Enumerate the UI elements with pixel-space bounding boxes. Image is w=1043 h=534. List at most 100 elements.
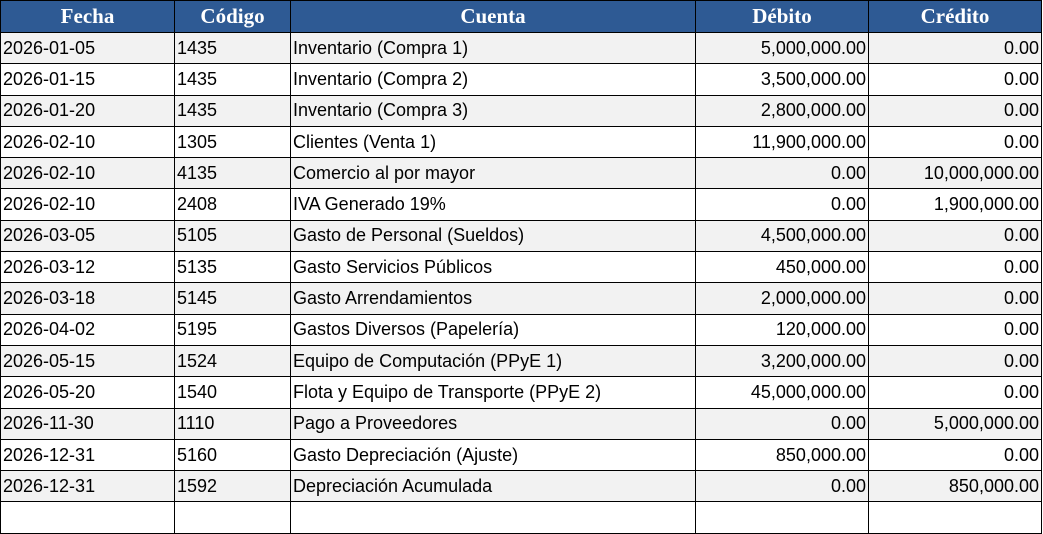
table-cell: 11,900,000.00 — [695, 125, 869, 159]
table-cell: 0.00 — [695, 188, 869, 221]
table-cell: 5135 — [174, 251, 291, 284]
header-cell: Cuenta — [290, 0, 696, 33]
table-cell: 0.00 — [868, 251, 1042, 284]
empty-cell — [174, 501, 291, 534]
table-cell: 2,000,000.00 — [695, 282, 869, 315]
table-cell: 3,500,000.00 — [695, 63, 869, 96]
table-cell: 2026-04-02 — [0, 313, 175, 346]
header-cell: Débito — [695, 0, 869, 33]
header-cell: Código — [174, 0, 291, 33]
table-cell: Pago a Proveedores — [290, 407, 696, 440]
table-row: 2026-11-30 1110 Pago a Proveedores 0.00 5,00… — [0, 407, 1042, 440]
table-cell: Inventario (Compra 2) — [290, 63, 696, 96]
table-row: 2026-02-10 2408 IVA Generado 19% 0.00 1,900,… — [0, 188, 1042, 221]
table-row: 2026-05-15 1524 Equipo de Computación (PPy… — [0, 344, 1042, 378]
table-cell: 0.00 — [868, 313, 1042, 346]
table-cell: 2,800,000.00 — [695, 94, 869, 127]
table-cell: 1110 — [174, 407, 291, 440]
table-cell: 0.00 — [695, 407, 869, 440]
table-cell: 1435 — [174, 94, 291, 127]
table-cell: 2026-03-05 — [0, 219, 175, 253]
table-cell: 0.00 — [695, 157, 869, 190]
table-cell: 5195 — [174, 313, 291, 346]
table-cell: 4135 — [174, 157, 291, 190]
table-cell: 1435 — [174, 31, 291, 65]
table-cell: 2026-02-10 — [0, 157, 175, 190]
table-cell: 1592 — [174, 470, 291, 503]
table-cell: 2026-05-20 — [0, 376, 175, 409]
table-cell: 450,000.00 — [695, 251, 869, 284]
table-cell: 0.00 — [868, 376, 1042, 409]
table-cell: 0.00 — [868, 344, 1042, 378]
table-row: 2026-01-20 1435 Inventario (Compra 3) 2,800… — [0, 94, 1042, 127]
header-cell: Fecha — [0, 0, 175, 33]
table-cell: 2026-01-20 — [0, 94, 175, 127]
table-cell: Inventario (Compra 3) — [290, 94, 696, 127]
table-cell: 2026-05-15 — [0, 344, 175, 378]
table-cell: 0.00 — [868, 63, 1042, 96]
table-cell: 45,000,000.00 — [695, 376, 869, 409]
table-cell: 1435 — [174, 63, 291, 96]
table-row: 2026-03-18 5145 Gasto Arrendamientos 2,000,… — [0, 282, 1042, 315]
table-row: 2026-03-05 5105 Gasto de Personal (Sueldos… — [0, 219, 1042, 253]
table-cell: 850,000.00 — [868, 470, 1042, 503]
table-cell: 2408 — [174, 188, 291, 221]
table-cell: 0.00 — [868, 282, 1042, 315]
table-cell: Gasto de Personal (Sueldos) — [290, 219, 696, 253]
table-cell: 2026-02-10 — [0, 125, 175, 159]
table-cell: 5,000,000.00 — [868, 407, 1042, 440]
table-cell: 120,000.00 — [695, 313, 869, 346]
empty-cell — [0, 501, 175, 534]
table-cell: Depreciación Acumulada — [290, 470, 696, 503]
header-cell: Crédito — [868, 0, 1042, 33]
table-cell: 4,500,000.00 — [695, 219, 869, 253]
table-cell: 2026-03-18 — [0, 282, 175, 315]
table-cell: 1,900,000.00 — [868, 188, 1042, 221]
table-cell: 1305 — [174, 125, 291, 159]
empty-row — [0, 501, 1042, 534]
table-cell: 2026-01-15 — [0, 63, 175, 96]
table-cell: 3,200,000.00 — [695, 344, 869, 378]
table-cell: Gasto Servicios Públicos — [290, 251, 696, 284]
header-row: Fecha Código Cuenta Débito Crédito — [0, 0, 1042, 33]
table-row: 2026-12-31 1592 Depreciación Acumulada 0.00… — [0, 470, 1042, 503]
table-row: 2026-01-05 1435 Inventario (Compra 1) 5,000… — [0, 31, 1042, 65]
table-cell: Gasto Depreciación (Ajuste) — [290, 438, 696, 472]
table-cell: 2026-12-31 — [0, 438, 175, 472]
table-cell: 0.00 — [695, 470, 869, 503]
table-row: 2026-01-15 1435 Inventario (Compra 2) 3,500… — [0, 63, 1042, 96]
table-cell: Flota y Equipo de Transporte (PPyE 2) — [290, 376, 696, 409]
table-cell: Gastos Diversos (Papelería) — [290, 313, 696, 346]
table-cell: 10,000,000.00 — [868, 157, 1042, 190]
table-row: 2026-03-12 5135 Gasto Servicios Públicos 45… — [0, 251, 1042, 284]
table-cell: Equipo de Computación (PPyE 1) — [290, 344, 696, 378]
table-cell: 0.00 — [868, 219, 1042, 253]
table-cell: Inventario (Compra 1) — [290, 31, 696, 65]
table-cell: 0.00 — [868, 31, 1042, 65]
table-cell: 0.00 — [868, 125, 1042, 159]
table-row: 2026-12-31 5160 Gasto Depreciación (Ajuste… — [0, 438, 1042, 472]
empty-cell — [290, 501, 696, 534]
empty-cell — [695, 501, 869, 534]
table-cell: 2026-01-05 — [0, 31, 175, 65]
table-cell: IVA Generado 19% — [290, 188, 696, 221]
table-cell: 2026-03-12 — [0, 251, 175, 284]
table-cell: 1540 — [174, 376, 291, 409]
empty-cell — [868, 501, 1042, 534]
table-cell: 5145 — [174, 282, 291, 315]
table-cell: 5160 — [174, 438, 291, 472]
table-cell: 2026-12-31 — [0, 470, 175, 503]
table-cell: Clientes (Venta 1) — [290, 125, 696, 159]
table-cell: Gasto Arrendamientos — [290, 282, 696, 315]
table-cell: 5,000,000.00 — [695, 31, 869, 65]
table-cell: 5105 — [174, 219, 291, 253]
table-cell: Comercio al por mayor — [290, 157, 696, 190]
table-cell: 850,000.00 — [695, 438, 869, 472]
table-row: 2026-02-10 1305 Clientes (Venta 1) 11,900,0… — [0, 125, 1042, 159]
table-cell: 0.00 — [868, 438, 1042, 472]
table-cell: 1524 — [174, 344, 291, 378]
table-cell: 2026-02-10 — [0, 188, 175, 221]
table-cell: 2026-11-30 — [0, 407, 175, 440]
table-row: 2026-05-20 1540 Flota y Equipo de Transpor… — [0, 376, 1042, 409]
